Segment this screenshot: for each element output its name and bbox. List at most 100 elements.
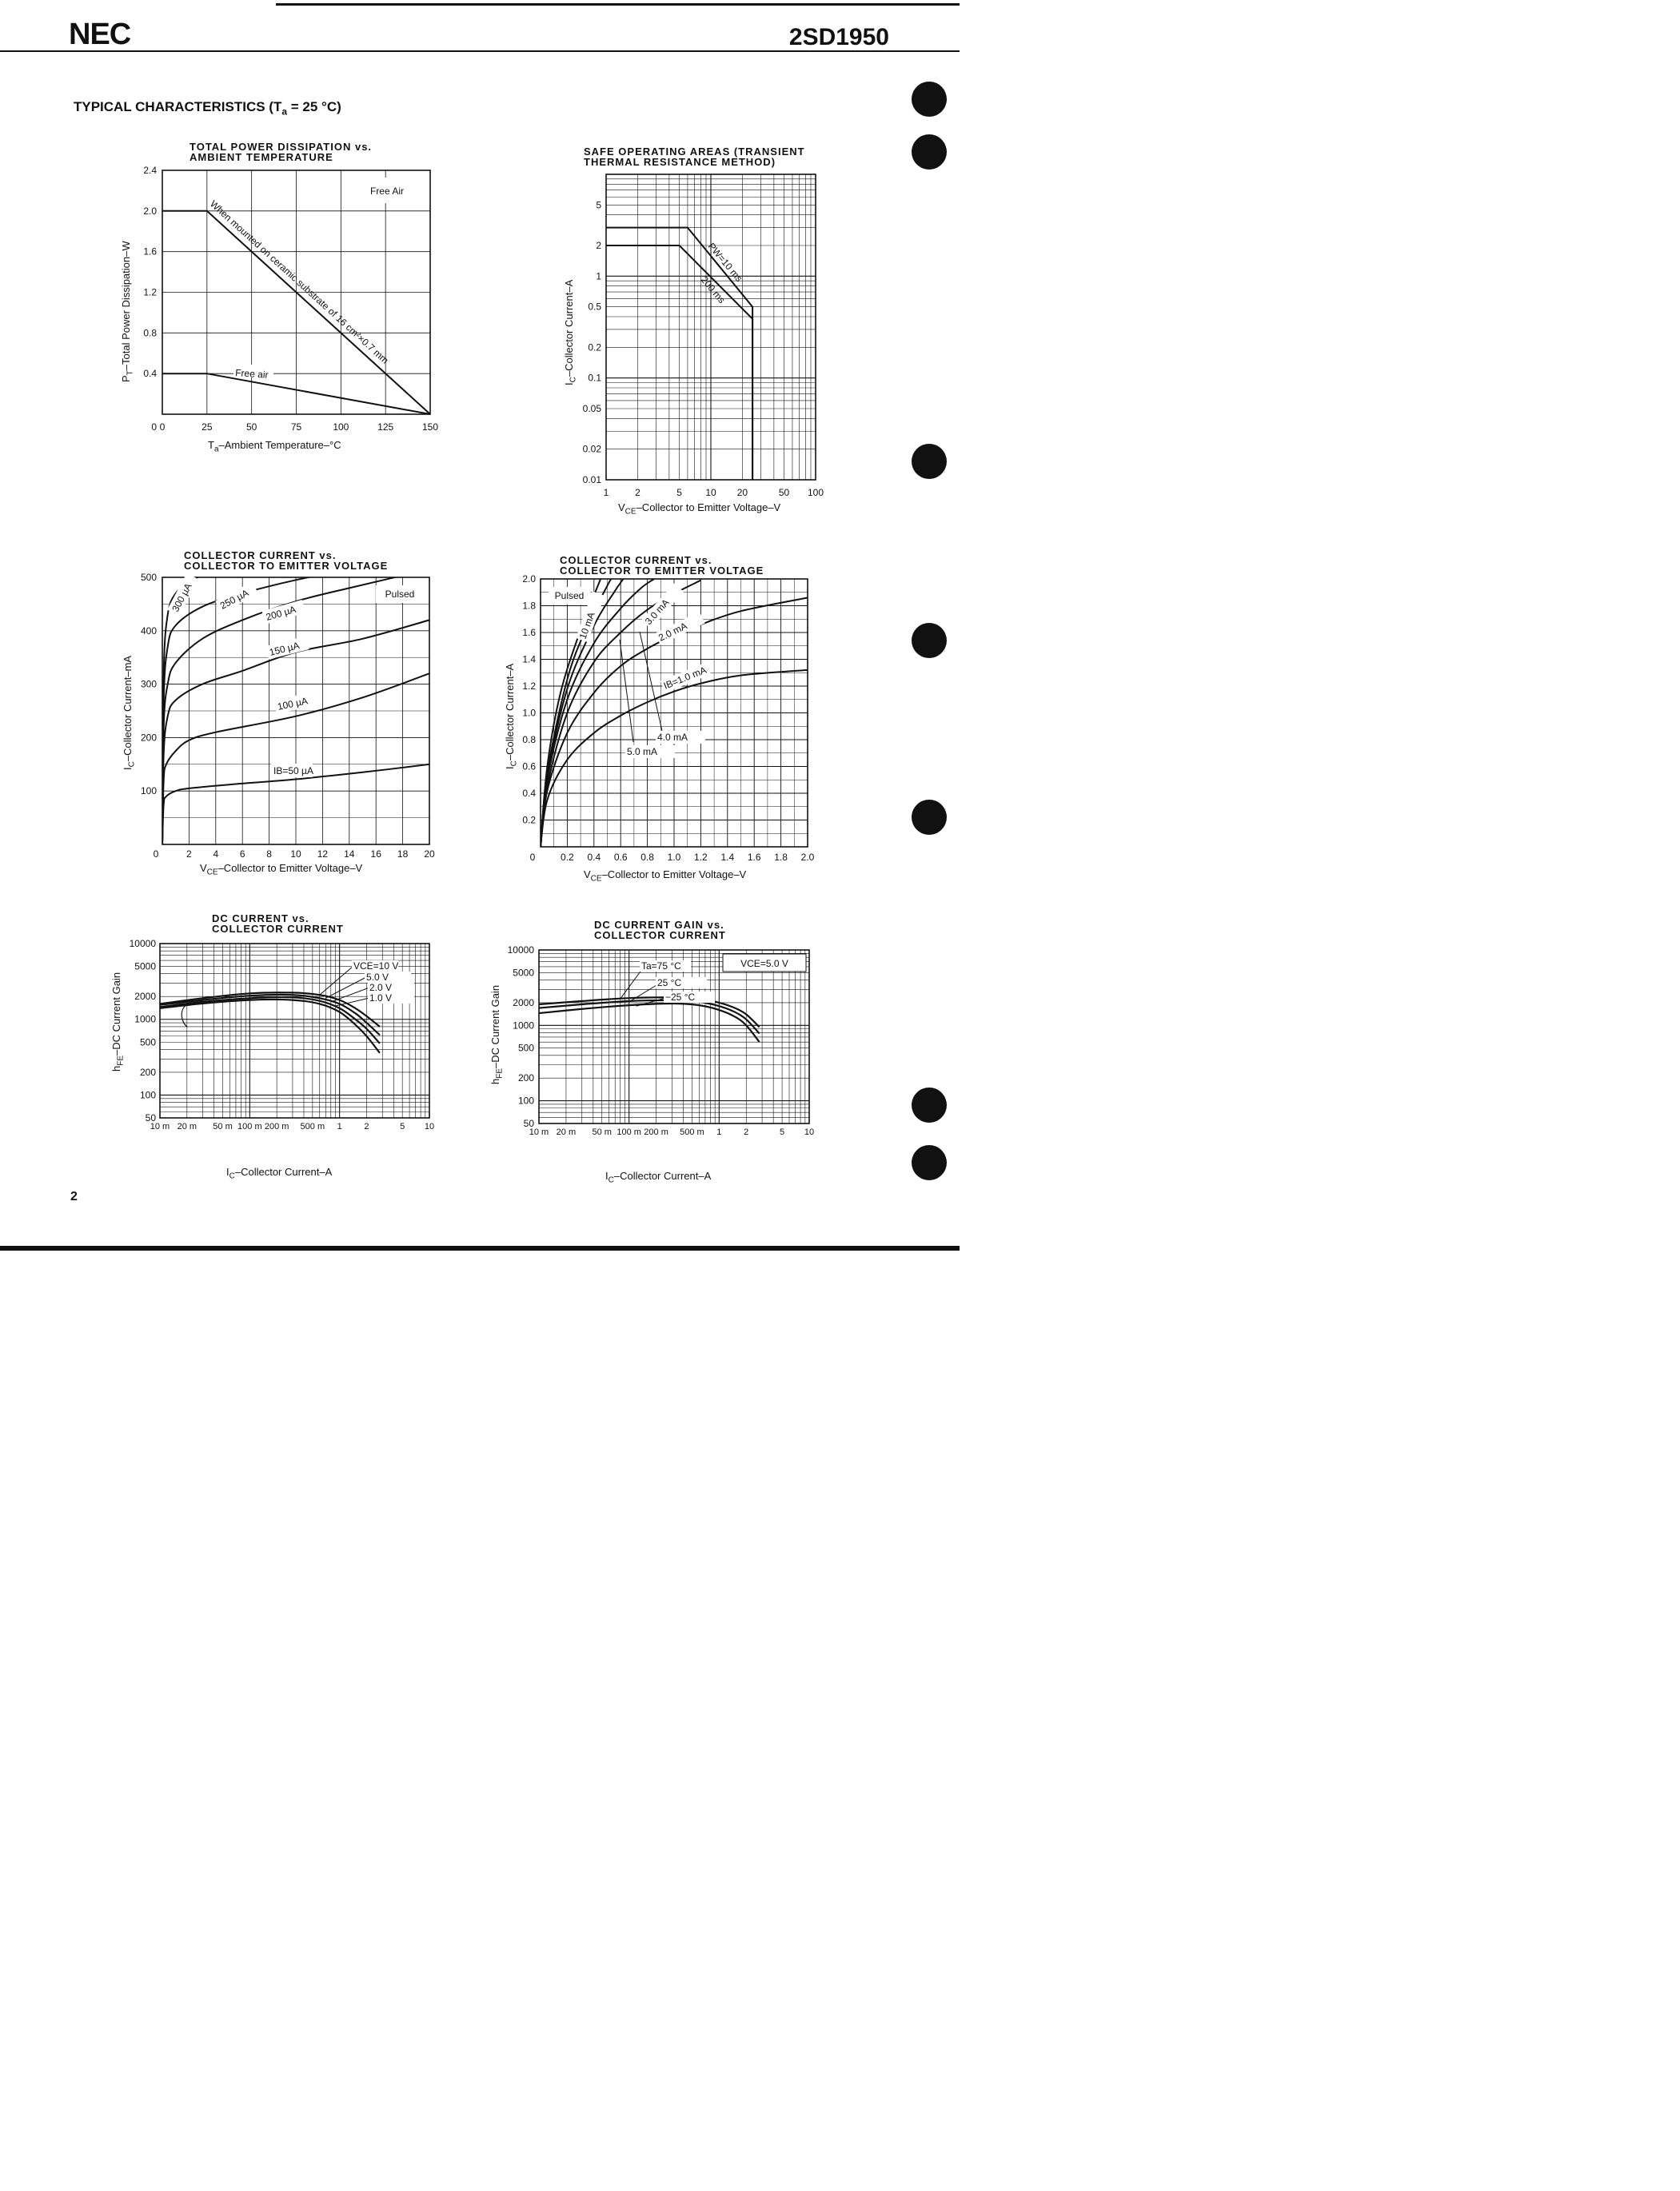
soa-x-tick-label: 100 <box>808 487 824 498</box>
power-legend-label: Free Air <box>370 186 404 197</box>
hfe-vce-leader-line <box>325 976 367 999</box>
hfe-ta-legend-box <box>722 953 807 972</box>
ic-vce-a-y-tick-label: 2.0 <box>522 573 536 585</box>
hfe-vce-x-tick-label: 50 m <box>213 1122 232 1131</box>
power-x-tick-label: 125 <box>377 421 393 433</box>
ic-vce-a-annotation-bg <box>660 662 712 693</box>
power-y-tick-label: 2.4 <box>143 165 157 176</box>
ic-vce-a-leader-line <box>619 639 634 743</box>
hfe-vce-chart-title: DC CURRENT vs. COLLECTOR CURRENT <box>212 912 344 935</box>
hfe-ta-y-tick-label: 10000 <box>508 944 535 956</box>
power-curve-label-bg <box>233 365 273 377</box>
ic-vce-ma-y-tick-label: 500 <box>141 572 157 583</box>
power-x-tick-label: 150 <box>422 421 438 433</box>
power-x-tick-label: 0 <box>160 421 166 433</box>
ic-vce-a-y-tick-label: 0.8 <box>522 734 536 745</box>
ic-vce-ma-x-tick-label: 12 <box>317 848 329 860</box>
binder-hole-mark <box>912 1145 947 1180</box>
hfe-ta-leader-line <box>636 996 669 1007</box>
hfe-vce-annotation-bg <box>368 982 414 993</box>
hfe-vce-series-line-2 <box>159 993 381 1036</box>
hfe-ta-y-tick-label: 200 <box>518 1072 534 1084</box>
ic-vce-a-annotation-bg <box>640 583 684 629</box>
hfe-ta-x-tick-label: 5 <box>780 1127 784 1137</box>
hfe-ta-annotation-bg <box>656 977 707 988</box>
ic-vce-ma-chart: 0 2 4 6 8 10 12 14 16 18 20 500 400 300 200 100 Pulsed IB… <box>141 572 435 860</box>
ic-vce-a-x-tick-label: 1.6 <box>748 852 761 863</box>
soa-x-tick-label: 2 <box>635 487 640 498</box>
hfe-ta-y-tick-label: 100 <box>518 1096 534 1107</box>
hfe-ta-y-tick-label: 500 <box>518 1043 534 1054</box>
ic-vce-a-x-tick-label: 1.2 <box>694 852 708 863</box>
ic-vce-a-x-tick-label: 0.2 <box>561 852 574 863</box>
soa-chart: 1 2 5 10 20 50 1005210.50.20.10.050.020.01PW=1… <box>583 174 824 498</box>
soa-x-axis-label: VCE–Collector to Emitter Voltage–V <box>618 501 781 517</box>
part-number: 2SD1950 <box>788 24 889 50</box>
ic-vce-a-y-tick-label: 0.4 <box>522 788 536 799</box>
ic-vce-a-annotation-bg <box>576 591 605 643</box>
hfe-ta-annotation: −25 °C <box>665 992 695 1003</box>
ic-vce-a-y-tick-label: 0.2 <box>522 815 536 826</box>
hfe-ta-legend-label: VCE=5.0 V <box>740 958 788 969</box>
hfe-vce-chart: 10 m 20 m 50 m 100 m 200 m 500 m 1 2 5 10 10000 500… <box>130 938 435 1131</box>
ic-vce-ma-annotation-bg <box>215 581 259 613</box>
power-plot-frame <box>162 170 431 415</box>
soa-y-tick-label: 0.02 <box>583 444 602 455</box>
binder-hole-mark <box>912 444 947 479</box>
hfe-vce-y-tick-label: 200 <box>140 1067 156 1078</box>
brand-logo: NEC <box>69 18 131 51</box>
power-legend-bg <box>345 178 425 203</box>
hfe-ta-chart-title: DC CURRENT GAIN vs. COLLECTOR CURRENT <box>594 919 726 941</box>
hfe-ta-x-tick-label: 200 m <box>644 1127 668 1137</box>
binder-hole-mark <box>912 82 947 117</box>
soa-y-tick-label: 1 <box>596 270 601 281</box>
ic-vce-ma-legend-bg <box>376 585 424 603</box>
ic-vce-a-x-axis-label: VCE–Collector to Emitter Voltage–V <box>584 868 747 884</box>
ic-vce-ma-x-tick-label: 20 <box>424 848 435 860</box>
hfe-ta-annotation-bg <box>640 960 691 972</box>
hfe-vce-y-tick-label: 500 <box>140 1036 156 1048</box>
soa-y-tick-label: 2 <box>596 240 601 251</box>
power-y-tick-label: 2.0 <box>143 206 157 217</box>
ic-vce-a-plot-frame <box>540 578 808 848</box>
soa-x-tick-label: 5 <box>676 487 682 498</box>
hfe-vce-x-tick-label: 10 m <box>150 1122 170 1131</box>
ic-vce-ma-y-tick-label: 100 <box>141 785 157 796</box>
ic-vce-ma-x-axis-label: VCE–Collector to Emitter Voltage–V <box>200 862 363 877</box>
ic-vce-a-x-tick-label: 0.6 <box>614 852 628 863</box>
power-y-tick-label: 1.2 <box>143 287 157 298</box>
hfe-vce-series-line-1 <box>159 992 381 1028</box>
power-y-tick-label: 0 <box>151 421 157 433</box>
ic-vce-a-y-tick-label: 1.2 <box>522 680 536 692</box>
ic-vce-ma-annotation-bg <box>273 692 317 714</box>
hfe-ta-plot-frame <box>538 949 810 1124</box>
ic-vce-a-x-tick-label: 1.4 <box>720 852 734 863</box>
hfe-vce-annotation: VCE=10 V <box>353 960 398 972</box>
ic-vce-a-x-tick-label: 0 <box>530 852 536 863</box>
binder-hole-mark <box>912 1088 947 1123</box>
ic-vce-a-legend-label: Pulsed <box>555 590 585 601</box>
ic-vce-ma-x-tick-label: 16 <box>371 848 382 860</box>
hfe-ta-x-axis-label: IC–Collector Current–A <box>605 1170 712 1185</box>
ic-vce-ma-x-tick-label: 18 <box>397 848 409 860</box>
ic-vce-a-annotation: 5.0 mA <box>627 746 657 757</box>
ic-vce-ma-x-tick-label: 2 <box>186 848 192 860</box>
hfe-vce-y-tick-label: 1000 <box>134 1014 156 1025</box>
hfe-vce-y-tick-label: 50 <box>146 1112 157 1123</box>
power-x-tick-label: 25 <box>202 421 213 433</box>
ic-vce-ma-legend-label: Pulsed <box>385 589 415 600</box>
hfe-ta-annotation: Ta=75 °C <box>641 960 681 972</box>
ic-vce-a-leader-line <box>639 631 663 732</box>
header-rule <box>0 50 960 52</box>
ic-vce-a-x-tick-label: 0.8 <box>640 852 654 863</box>
hfe-ta-series-line-3 <box>538 1002 760 1043</box>
ic-vce-ma-x-tick-label: 4 <box>213 848 218 860</box>
ic-vce-ma-plot-frame <box>162 577 430 845</box>
ic-vce-ma-x-tick-label: 10 <box>290 848 301 860</box>
ic-vce-ma-annotation: IB=50 µA <box>273 765 313 776</box>
soa-series-line-2 <box>606 245 754 480</box>
hfe-vce-leader-line <box>330 987 370 1003</box>
ic-vce-ma-annotation-bg <box>167 573 199 617</box>
ic-vce-a-y-tick-label: 0.6 <box>522 761 536 772</box>
ic-vce-ma-annotation-bg <box>265 636 309 660</box>
